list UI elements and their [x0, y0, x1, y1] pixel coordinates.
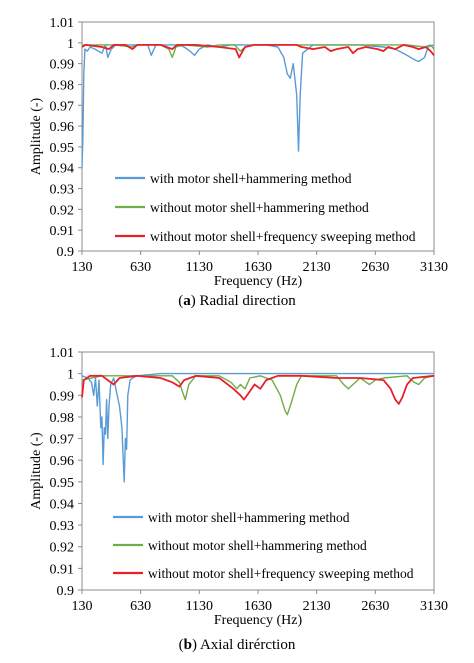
chart1-y-tick-label: 0.92 — [50, 541, 75, 556]
chart1-caption-letter: b — [184, 637, 192, 653]
chart0-series-line-1 — [81, 44, 435, 168]
chart1-x-axis-label: Frequency (Hz) — [214, 613, 303, 628]
chart0-y-tick-label: 0.9 — [57, 245, 75, 260]
chart0-y-tick-label: 0.94 — [50, 162, 75, 177]
chart0-y-tick-label: 0.98 — [50, 78, 75, 93]
chart0-series-line-3 — [81, 44, 435, 59]
chart0-y-tick-label: 0.93 — [50, 183, 75, 198]
chart0-x-tick-label: 1630 — [244, 260, 272, 275]
chart0-legend-entry-1: with motor shell+hammering method — [150, 171, 352, 186]
chart0-x-tick-label: 130 — [72, 260, 93, 275]
chart1-y-tick-label: 1.01 — [50, 346, 75, 361]
chart1-x-tick-label: 1130 — [186, 599, 213, 614]
chart1-x-tick-label: 130 — [72, 599, 93, 614]
chart1-y-tick-label: 0.99 — [50, 389, 75, 404]
chart0-x-tick-label: 3130 — [420, 260, 448, 275]
chart0-legend-entry-3: without motor shell+frequency sweeping m… — [150, 229, 416, 244]
chart1-legend-entry-1: with motor shell+hammering method — [148, 510, 350, 525]
chart1-x-tick-label: 1630 — [244, 599, 272, 614]
chart1-y-tick-label: 0.91 — [50, 562, 75, 577]
chart1-y-tick-label: 0.93 — [50, 519, 75, 534]
chart0-y-axis-label: Amplitude (-) — [29, 97, 44, 175]
chart0-y-tick-label: 0.95 — [50, 141, 75, 156]
chart1-legend-entry-3: without motor shell+frequency sweeping m… — [148, 566, 414, 581]
chart1-y-tick-label: 0.98 — [50, 411, 75, 426]
chart0-x-tick-label: 1130 — [186, 260, 213, 275]
chart1-y-tick-label: 0.94 — [50, 497, 75, 512]
chart1-caption: (b) Axial dirérction — [179, 637, 296, 653]
chart1-y-tick-label: 0.97 — [50, 433, 75, 448]
chart0-y-tick-label: 0.99 — [50, 58, 75, 73]
chart0-y-tick-label: 0.97 — [50, 99, 75, 114]
chart1-series-line-2 — [81, 375, 435, 416]
chart0-caption-letter: a — [183, 293, 191, 309]
chart1-y-tick-label: 0.9 — [57, 584, 75, 599]
chart0-y-tick-label: 1 — [67, 37, 74, 52]
chart0-x-tick-label: 2130 — [303, 260, 331, 275]
chart1-y-tick-label: 1 — [67, 368, 74, 383]
chart1-y-axis-label: Amplitude (-) — [29, 432, 44, 510]
chart1-x-tick-label: 630 — [130, 599, 151, 614]
chart1-x-tick-label: 2130 — [303, 599, 331, 614]
chart1-series-line-3 — [81, 374, 435, 405]
chart1-series-line-1 — [81, 372, 434, 483]
chart0-y-tick-label: 0.91 — [50, 224, 75, 239]
chart1-x-tick-label: 3130 — [420, 599, 448, 614]
chart0-caption: (a) Radial direction — [178, 293, 296, 309]
chart1-caption-text: Axial dirérction — [200, 637, 296, 653]
chart0-plot-frame — [81, 21, 435, 252]
chart1-y-tick-label: 0.96 — [50, 454, 75, 469]
chart0-y-tick-label: 0.92 — [50, 203, 75, 218]
chart1-x-tick-label: 2630 — [361, 599, 389, 614]
chart0-y-tick-label: 0.96 — [50, 120, 75, 135]
chart0-caption-text: Radial direction — [200, 293, 297, 309]
chart0-x-axis-label: Frequency (Hz) — [214, 274, 303, 289]
chart1-legend-entry-2: without motor shell+hammering method — [148, 538, 367, 553]
chart1-y-tick-label: 0.95 — [50, 476, 75, 491]
chart0-legend-entry-2: without motor shell+hammering method — [150, 200, 369, 215]
chart0-x-tick-label: 2630 — [361, 260, 389, 275]
chart0-x-tick-label: 630 — [130, 260, 151, 275]
chart0-y-tick-label: 1.01 — [50, 16, 75, 31]
